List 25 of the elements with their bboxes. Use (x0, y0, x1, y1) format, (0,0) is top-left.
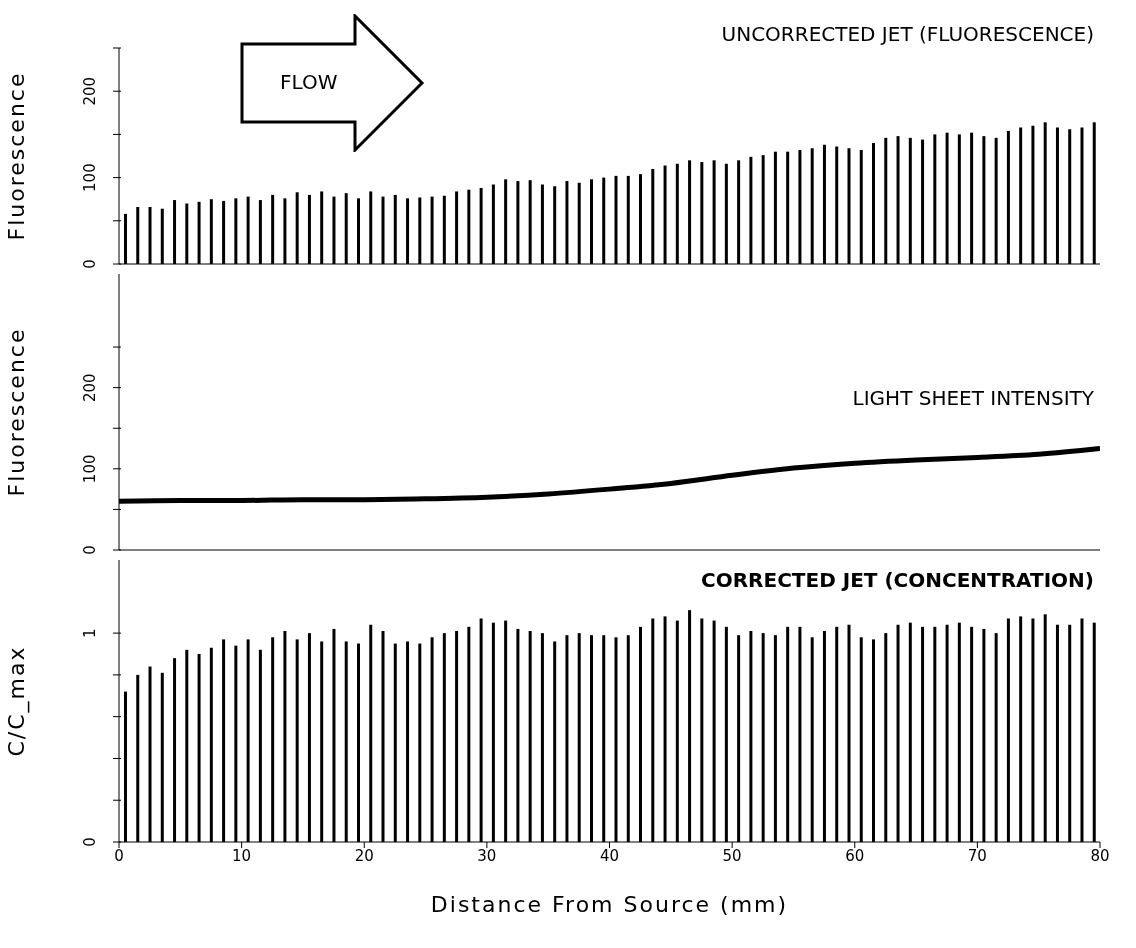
x-tick-label: 0 (114, 846, 124, 865)
y-tick-label: 0 (81, 837, 99, 847)
text: CORRECTED JET (CONCENTRATION) (701, 568, 1094, 592)
text: LIGHT SHEET INTENSITY (852, 386, 1094, 410)
x-tick-label: 30 (477, 846, 497, 865)
x-tick-label: 10 (232, 846, 252, 865)
x-tick-label: 60 (845, 846, 865, 865)
x-tick-label: 70 (967, 846, 987, 865)
x-tick-label: 20 (354, 846, 374, 865)
y-tick-label: 0 (81, 545, 99, 555)
y-axis-title: Fluorescence (3, 327, 29, 497)
x-tick-label: 80 (1090, 846, 1110, 865)
y-tick-label: 1 (81, 628, 99, 638)
y-tick-label: 0 (81, 259, 99, 269)
x-tick-label: 40 (599, 846, 620, 865)
annotation: FLOW (280, 70, 338, 94)
x-tick-label: 50 (722, 846, 742, 865)
x-axis-title: Distance From Source (mm) (430, 892, 789, 917)
y-tick-label: 100 (81, 163, 99, 192)
y-tick-label: 200 (81, 373, 99, 402)
y-tick-label: 100 (81, 454, 99, 484)
y-axis-title: C/C_max (3, 645, 30, 757)
chart-title: UNCORRECTED JET (FLUORESCENCE) (721, 22, 1094, 46)
y-tick-label: 200 (81, 76, 99, 106)
y-axis-title: Fluorescence (3, 71, 29, 241)
